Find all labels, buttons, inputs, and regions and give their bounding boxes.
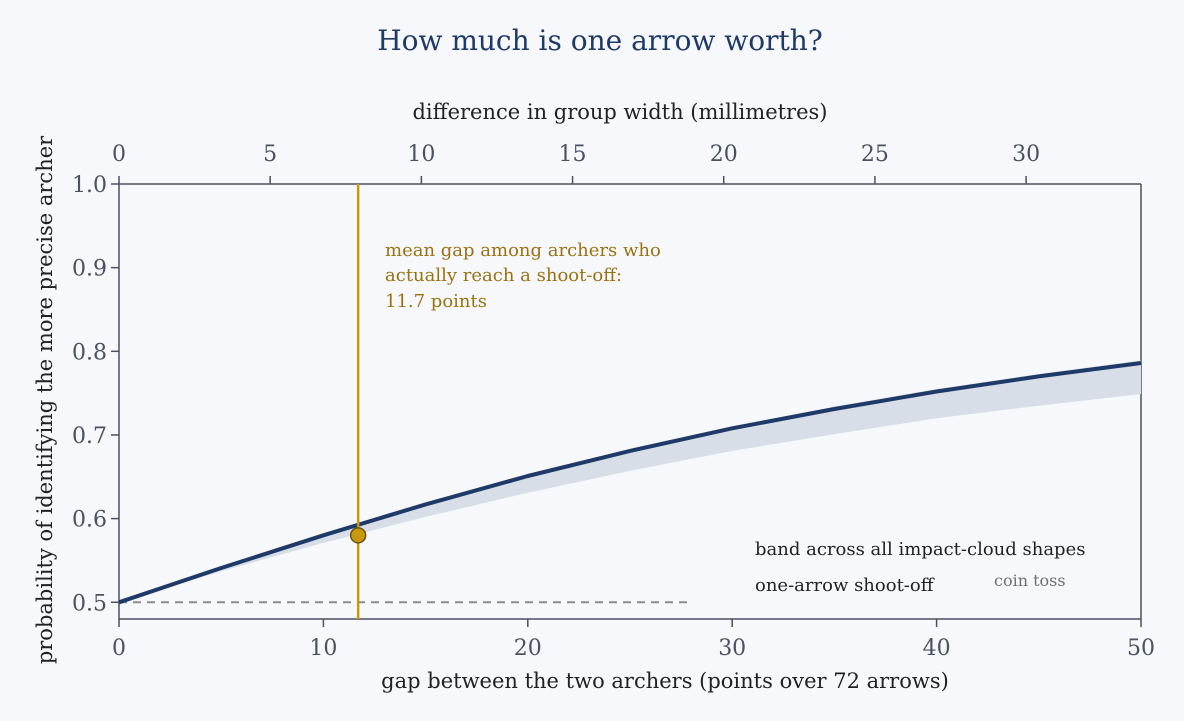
x2-tick-label: 25	[861, 142, 889, 167]
y-tick-label: 0.9	[72, 257, 107, 282]
x2-tick-label: 15	[559, 142, 587, 167]
x2-tick-label: 20	[710, 142, 738, 167]
x-tick-label: 20	[514, 636, 542, 661]
y-axis-label: probability of identifying the more prec…	[33, 135, 57, 664]
y-tick-label: 1.0	[72, 173, 107, 198]
x-tick-label: 50	[1127, 636, 1155, 661]
legend-box	[690, 520, 1140, 606]
legend-band-label: band across all impact-cloud shapes	[755, 539, 1085, 560]
x2-tick-label: 5	[263, 142, 277, 167]
x-tick-label: 10	[309, 636, 337, 661]
y-tick-label: 0.7	[72, 424, 107, 449]
mean-gap-point	[349, 527, 367, 544]
legend: band across all impact-cloud shapes one-…	[690, 520, 1140, 606]
y-tick-label: 0.6	[72, 508, 107, 533]
gap-annotation: mean gap among archers who actually reac…	[385, 240, 661, 312]
tick-layer: 0 10 20 30 40 50 0 5 10 15 20 25 30 0.5 0.6 0.7 0.8 0.9 1.…	[72, 142, 1155, 661]
x2-tick-label: 30	[1012, 142, 1040, 167]
x-tick-label: 30	[718, 636, 746, 661]
annotation-line-2: actually reach a shoot-off:	[385, 265, 622, 286]
plot-area	[118, 184, 1142, 619]
chart-title: How much is one arrow worth?	[377, 24, 823, 57]
annotation-line-1: mean gap among archers who	[385, 240, 661, 261]
top-axis-label: difference in group width (millimetres)	[412, 100, 827, 124]
x-tick-label: 0	[112, 636, 126, 661]
uncertainty-band	[119, 360, 1141, 603]
x2-tick-label: 10	[407, 142, 435, 167]
series-line-shoot-off	[118, 361, 1142, 605]
coin-toss-label: coin toss	[994, 571, 1066, 590]
x-tick-label: 40	[923, 636, 951, 661]
x-axis-label: gap between the two archers (points over…	[381, 669, 949, 693]
annotation-line-3: 11.7 points	[385, 291, 487, 312]
legend-line-label: one-arrow shoot-off	[755, 575, 935, 596]
x2-tick-label: 0	[112, 142, 126, 167]
y-tick-label: 0.8	[72, 340, 107, 365]
y-tick-label: 0.5	[72, 591, 107, 616]
